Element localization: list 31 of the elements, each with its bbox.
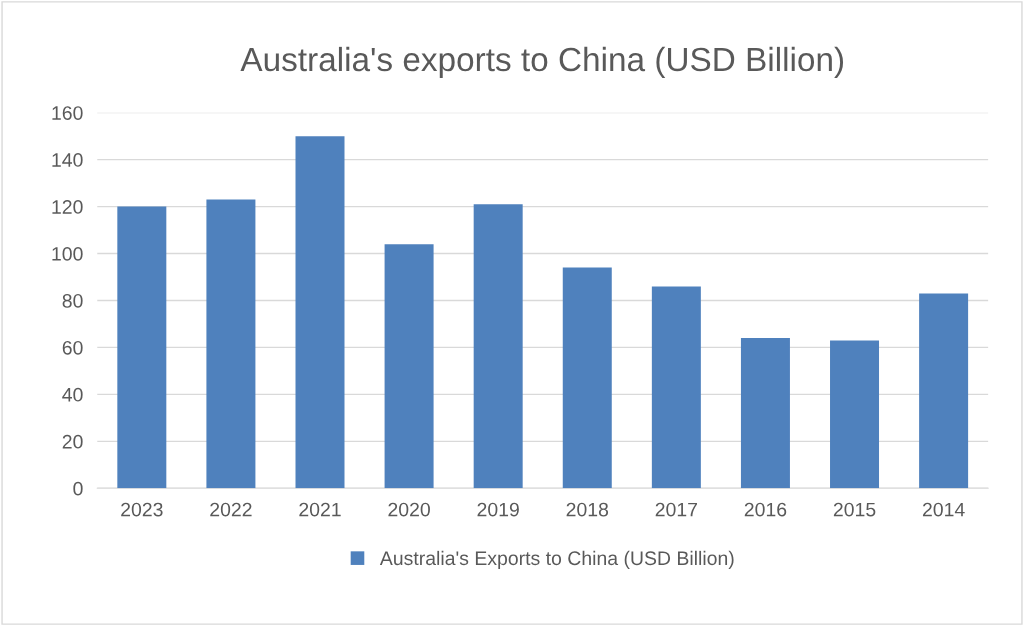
bar (919, 293, 969, 489)
bar (830, 340, 880, 489)
x-tick-label: 2021 (299, 502, 341, 517)
x-tick-label: 2016 (744, 502, 787, 517)
y-tick-label: 20 (62, 434, 83, 449)
bar (473, 204, 523, 489)
bar (384, 244, 434, 489)
y-tick-label: 140 (52, 153, 83, 167)
y-tick-label: 0 (73, 481, 83, 496)
bar (117, 206, 167, 489)
y-tick-label: 160 (52, 106, 83, 120)
y-tick-label: 120 (52, 200, 83, 214)
x-tick-label: 2019 (477, 502, 519, 517)
x-tick-label: 2015 (833, 502, 876, 517)
y-tick-label: 100 (52, 247, 83, 261)
x-tick-label: 2022 (210, 502, 252, 517)
x-tick-label: 2020 (388, 502, 430, 517)
bar (562, 267, 612, 489)
y-tick-label: 80 (62, 293, 83, 308)
x-tick-label: 2017 (655, 502, 698, 517)
bar (740, 338, 790, 489)
y-tick-label: 60 (62, 340, 83, 355)
x-tick-label: 2018 (566, 502, 609, 517)
bar (206, 199, 256, 489)
x-tick-label: 2014 (922, 502, 965, 517)
y-tick-label: 40 (62, 387, 83, 402)
chart-title: Australia's exports to China (USD Billion) (240, 46, 844, 78)
bar (295, 136, 345, 489)
legend-label: Australia's Exports to China (USD Billion) (379, 550, 734, 569)
bar (651, 286, 701, 489)
x-tick-label: 2023 (121, 502, 163, 517)
